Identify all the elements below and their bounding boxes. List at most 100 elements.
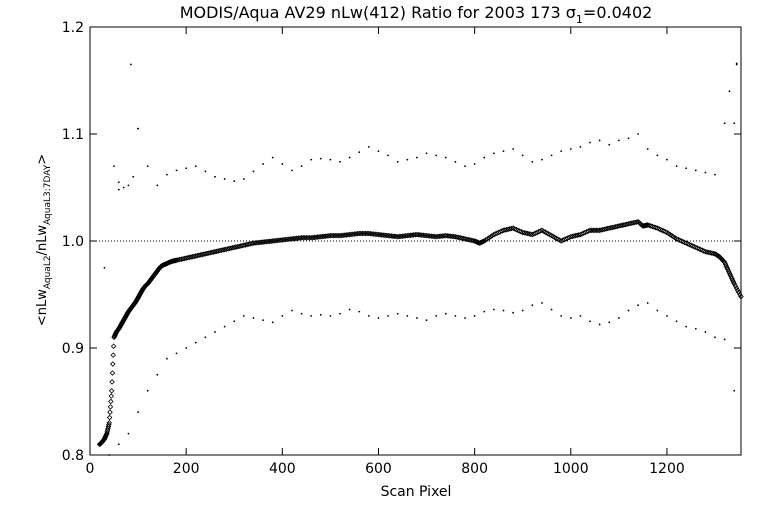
y-tick-label: 1.1 (62, 127, 84, 143)
upper-envelope-point (627, 137, 630, 140)
lower-envelope-point (464, 317, 466, 319)
mean-ratio-point (652, 224, 659, 231)
mean-ratio-point (391, 233, 398, 240)
mean-ratio-point (457, 235, 463, 241)
data-points (96, 62, 744, 456)
lower-envelope-point (281, 315, 284, 317)
upper-envelope-point (214, 175, 216, 178)
lower-envelope-point (714, 336, 716, 339)
mean-ratio-point (644, 222, 651, 228)
mean-ratio-point (422, 232, 428, 239)
mean-ratio-point (701, 248, 707, 254)
y-axis-label-open: < (35, 315, 50, 326)
chart-title-value: =0.0402 (583, 3, 652, 22)
lower-envelope-point (723, 338, 726, 341)
mean-ratio-point (681, 239, 688, 246)
mean-ratio-point (420, 232, 427, 239)
mean-ratio-point (513, 226, 520, 233)
mean-ratio-point (414, 231, 420, 238)
lower-envelope-point (521, 309, 524, 312)
mean-ratio-point (508, 225, 515, 232)
y-axis-label-numerator: nLw (35, 289, 50, 315)
mean-ratio-point (523, 230, 529, 236)
mean-ratio-point (685, 241, 691, 247)
mean-ratio-point (737, 291, 743, 298)
upper-envelope-point (560, 150, 563, 153)
mean-ratio-point (462, 236, 468, 242)
mean-ratio-point (375, 231, 382, 238)
upper-envelope-point (473, 163, 476, 165)
lower-envelope-point (512, 311, 515, 314)
lower-envelope-point (416, 317, 418, 319)
lower-envelope-point (675, 320, 678, 323)
mean-ratio-point (489, 232, 496, 239)
y-tick-label: 1.2 (62, 20, 84, 36)
mean-ratio-point (651, 224, 657, 230)
mean-ratio-point (691, 243, 697, 250)
mean-ratio-point (426, 233, 433, 239)
lower-envelope-point (473, 315, 476, 317)
lower-envelope-point (204, 336, 207, 339)
mean-ratio-point (723, 263, 730, 269)
lower-envelope-point (531, 304, 534, 307)
upper-envelope-point (637, 133, 640, 135)
upper-envelope-point (675, 165, 678, 168)
upper-envelope-point (714, 173, 716, 176)
mean-ratio-point (460, 235, 467, 242)
mean-ratio-point (727, 272, 734, 278)
lower-envelope-point (108, 454, 111, 456)
mean-ratio-point (649, 223, 656, 230)
upper-envelope-point (387, 154, 389, 157)
lower-envelope-point (560, 315, 563, 317)
upper-envelope-point (329, 158, 332, 161)
x-tick-label: 1200 (649, 461, 685, 477)
y-axis-label-denominator-sub: AquaL3:7DAY (43, 164, 53, 225)
upper-envelope-point (454, 160, 457, 163)
mean-ratio-point (378, 232, 385, 238)
lower-envelope-point (319, 313, 322, 316)
mean-ratio-point (451, 233, 457, 240)
lower-envelope-point (329, 315, 332, 317)
upper-envelope-point (541, 158, 543, 161)
mean-ratio-point (107, 404, 114, 410)
upper-envelope-point (666, 158, 668, 161)
outliers-point (735, 62, 738, 65)
lower-envelope-point (406, 315, 409, 317)
mean-ratio-point (107, 409, 113, 415)
mean-ratio-point (678, 238, 685, 244)
upper-envelope-point (569, 148, 572, 150)
upper-envelope-point (319, 157, 322, 160)
upper-envelope-point (367, 145, 370, 148)
mean-ratio-point (459, 235, 465, 241)
lower-envelope-point (262, 319, 264, 322)
lower-envelope-point (656, 309, 659, 312)
upper-envelope-point (252, 170, 255, 173)
mean-ratio-point (423, 232, 430, 239)
lower-envelope-point (214, 331, 216, 333)
mean-ratio-point (468, 237, 475, 244)
x-tick-label: 400 (269, 461, 296, 477)
mean-ratio-point (648, 223, 654, 229)
mean-ratio-point (519, 229, 526, 236)
mean-ratio-point (730, 279, 737, 285)
upper-envelope-point (127, 184, 130, 187)
mean-ratio-point (444, 233, 451, 239)
lower-envelope-point (617, 317, 620, 319)
mean-ratio-point (702, 248, 709, 255)
lower-envelope-point (733, 389, 736, 392)
upper-envelope-point (204, 170, 207, 173)
x-axis-label: Scan Pixel (381, 484, 452, 500)
mean-ratio-point (735, 289, 742, 296)
mean-ratio-point (657, 226, 664, 233)
upper-envelope-point (348, 156, 351, 159)
mean-ratio-point (385, 232, 391, 239)
upper-envelope-point (444, 156, 447, 159)
upper-envelope-point (589, 141, 591, 144)
mean-ratio-point (731, 281, 738, 287)
y-axis-ticks: 0.8 0.9 1.0 1.1 1.2 (62, 20, 741, 464)
lower-envelope-point (146, 389, 149, 392)
lower-envelope-point (377, 317, 380, 319)
lower-envelope-point (685, 325, 688, 328)
lower-envelope-point (550, 308, 553, 311)
mean-ratio-point (675, 236, 681, 243)
